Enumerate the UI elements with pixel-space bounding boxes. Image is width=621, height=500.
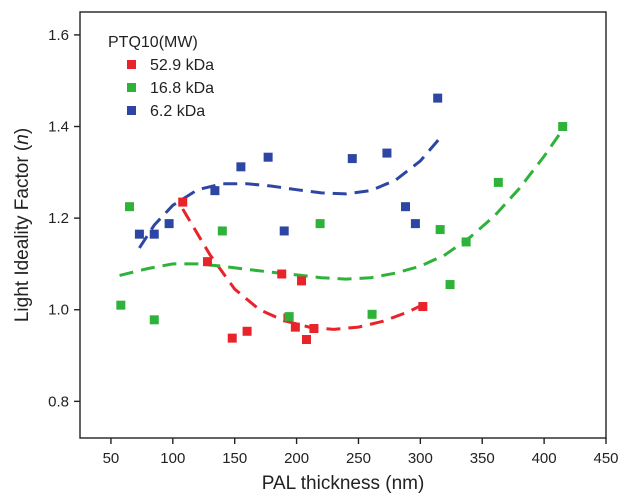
x-tick-label: 450	[593, 450, 618, 467]
legend-label: 16.8 kDa	[150, 80, 214, 97]
data-point-series-1	[202, 257, 212, 267]
y-tick-label: 1.2	[48, 210, 69, 227]
data-point-series-1	[301, 335, 311, 345]
data-point-series-2	[284, 312, 294, 322]
data-point-series-1	[290, 322, 300, 332]
data-point-series-2	[149, 315, 159, 325]
x-tick-label: 50	[103, 450, 120, 467]
y-axis-title: Light Ideality Factor (n)	[12, 128, 33, 322]
x-tick-label: 350	[470, 450, 495, 467]
legend-marker	[127, 106, 136, 115]
y-axis-title-close: )	[12, 128, 33, 134]
data-point-series-2	[435, 225, 445, 235]
y-tick-label: 1.6	[48, 27, 69, 44]
data-point-series-3	[279, 226, 289, 236]
y-axis-title-main: Light Ideality Factor (	[12, 144, 33, 322]
y-tick-label: 0.8	[48, 393, 69, 410]
fit-curve-series-1	[181, 208, 428, 331]
data-point-series-1	[418, 302, 428, 312]
y-tick-label: 1.0	[48, 302, 69, 319]
legend-marker	[127, 60, 136, 69]
data-point-series-3	[236, 162, 246, 172]
data-point-series-1	[227, 333, 237, 343]
plot-frame	[79, 11, 607, 439]
data-point-series-3	[401, 202, 411, 212]
y-tick-label: 1.4	[48, 119, 69, 136]
data-point-series-3	[433, 93, 443, 103]
y-axis: 0.8 1.0 1.2 1.4 1.6	[48, 27, 80, 410]
x-tick-label: 300	[408, 450, 433, 467]
legend-label: 6.2 kDa	[150, 103, 205, 120]
data-points	[116, 93, 568, 345]
data-point-series-3	[149, 229, 159, 239]
data-point-series-3	[347, 154, 357, 164]
x-tick-label: 400	[532, 450, 557, 467]
data-point-series-3	[134, 229, 144, 239]
x-tick-label: 250	[346, 450, 371, 467]
data-point-series-1	[277, 269, 287, 279]
x-tick-label: 200	[284, 450, 309, 467]
legend: PTQ10(MW) 52.9 kDa 16.8 kDa 6.2 kDa	[108, 34, 214, 120]
data-point-series-2	[493, 177, 503, 187]
data-point-series-3	[210, 186, 220, 196]
data-point-series-2	[125, 202, 135, 212]
y-axis-title-variable: n	[12, 134, 33, 145]
data-point-series-1	[297, 276, 307, 286]
x-axis-title: PAL thickness (nm)	[262, 473, 425, 494]
x-tick-label: 100	[160, 450, 185, 467]
fit-curve-series-3	[138, 138, 441, 249]
data-point-series-2	[116, 300, 126, 310]
data-point-series-2	[367, 309, 377, 319]
legend-label: 52.9 kDa	[150, 57, 214, 74]
data-point-series-2	[461, 237, 471, 247]
fit-curves	[119, 123, 568, 331]
x-axis: 50 100 150 200 250 300 350 400 450	[103, 438, 619, 467]
data-point-series-3	[263, 152, 273, 162]
x-tick-label: 150	[222, 450, 247, 467]
legend-title: PTQ10(MW)	[108, 34, 198, 51]
data-point-series-2	[445, 280, 455, 290]
data-point-series-1	[309, 324, 319, 334]
data-point-series-3	[164, 219, 174, 229]
data-point-series-1	[178, 197, 188, 207]
data-point-series-1	[242, 326, 252, 336]
data-point-series-2	[315, 219, 325, 229]
data-point-series-2	[558, 122, 568, 132]
fit-curve-series-2	[119, 123, 568, 281]
data-point-series-2	[217, 226, 227, 236]
data-point-series-3	[382, 148, 392, 158]
data-point-series-3	[410, 219, 420, 229]
legend-marker	[127, 83, 136, 92]
